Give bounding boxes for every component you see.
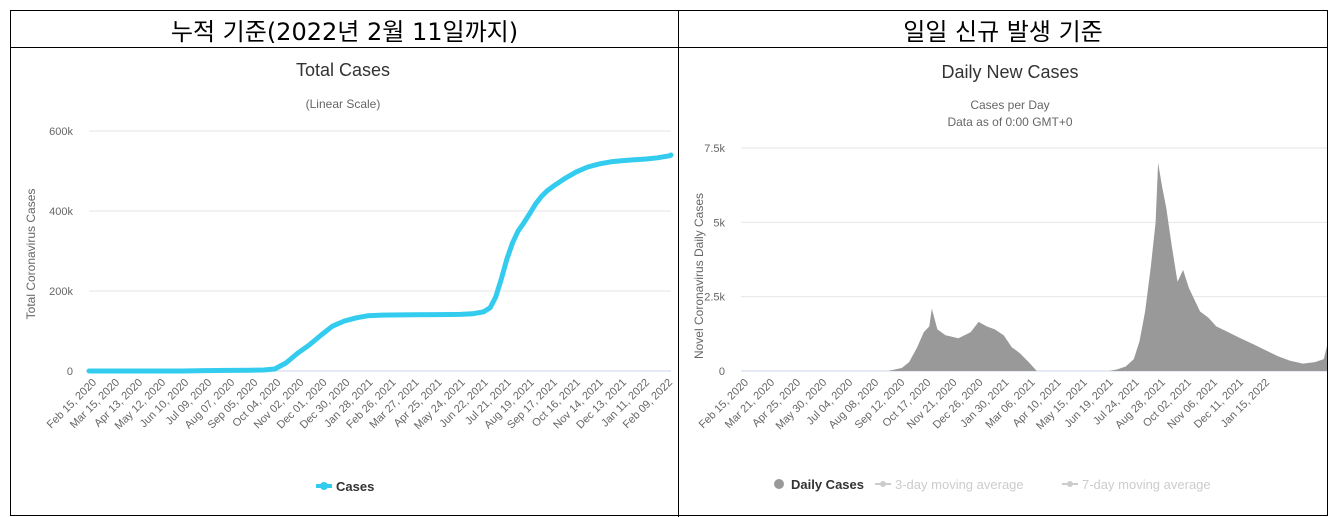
total-cases-chart: Total Cases (Linear Scale) Total Coronav… [24, 60, 675, 494]
gridlines [741, 147, 1327, 372]
y-axis-label: Total Coronavirus Cases [24, 189, 38, 320]
y-tick-labels: 0 2.5k 5k 7.5k [704, 143, 725, 378]
legend-item-daily-cases[interactable]: Daily Cases [791, 477, 864, 492]
legend-item-cases[interactable]: Cases [336, 479, 374, 494]
legend-marker-cases [320, 482, 328, 490]
y-tick-label: 0 [719, 366, 725, 378]
legend-marker-3day [880, 481, 886, 487]
daily-cases-chart: Daily New Cases Cases per Day Data as of… [692, 62, 1327, 492]
chart-subtitle-2: Data as of 0:00 GMT+0 [947, 115, 1072, 129]
y-tick-label: 5k [713, 217, 725, 229]
y-tick-label: 400k [49, 206, 73, 218]
table-frame [10, 10, 1328, 516]
series-line-cases [86, 152, 674, 374]
chart-title: Daily New Cases [941, 62, 1078, 82]
y-tick-labels: 0 200k 400k 600k [49, 126, 73, 378]
chart-title: Total Cases [296, 60, 390, 80]
column-divider [678, 10, 679, 517]
legend[interactable]: Cases [316, 479, 374, 494]
legend-item-3day-average[interactable]: 3-day moving average [895, 477, 1024, 492]
legend-marker-7day [1067, 481, 1073, 487]
y-tick-label: 200k [49, 286, 73, 298]
series-bars-daily-cases [741, 162, 1327, 371]
y-tick-label: 0 [67, 366, 73, 378]
y-tick-label: 7.5k [704, 143, 725, 155]
left-column-header: 누적 기준(2022년 2월 11일까지) [170, 17, 519, 46]
chart-subtitle: Cases per Day [970, 98, 1049, 112]
legend-item-7day-average[interactable]: 7-day moving average [1082, 477, 1211, 492]
chart-subtitle: (Linear Scale) [306, 97, 381, 111]
right-column-header: 일일 신규 발생 기준 [903, 17, 1103, 46]
header-divider [10, 47, 1328, 48]
legend-marker-daily-cases [774, 479, 784, 489]
y-tick-label: 600k [49, 126, 73, 138]
legend[interactable]: Daily Cases 3-day moving average 7-day m… [774, 477, 1211, 492]
y-tick-label: 2.5k [704, 292, 725, 304]
y-axis-label: Novel Coronavirus Daily Cases [692, 193, 706, 359]
